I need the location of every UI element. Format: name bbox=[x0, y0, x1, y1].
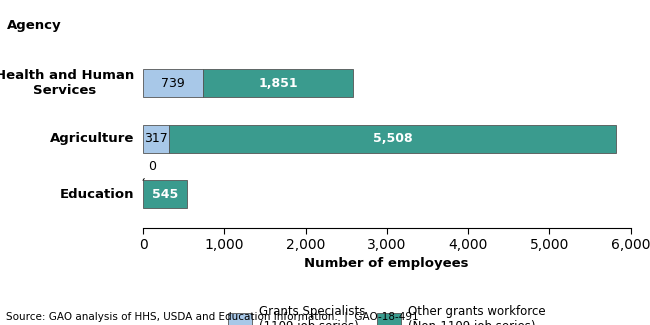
Text: Agency: Agency bbox=[6, 20, 61, 32]
Text: 739: 739 bbox=[161, 77, 185, 90]
Bar bbox=[143, 180, 187, 208]
Bar bbox=[143, 125, 169, 153]
Bar bbox=[143, 70, 203, 97]
Text: 5,508: 5,508 bbox=[372, 132, 412, 145]
Legend: Grants Specialists
(1109 job series), Other grants workforce
(Non-1109 job serie: Grants Specialists (1109 job series), Ot… bbox=[228, 305, 545, 325]
Bar bbox=[169, 125, 616, 153]
Text: Source: GAO analysis of HHS, USDA and Education Information.  |  GAO-18-491: Source: GAO analysis of HHS, USDA and Ed… bbox=[6, 311, 419, 322]
X-axis label: Number of employees: Number of employees bbox=[304, 257, 469, 270]
Bar bbox=[203, 70, 354, 97]
Text: 317: 317 bbox=[144, 132, 168, 145]
Text: 1,851: 1,851 bbox=[259, 77, 298, 90]
Text: 545: 545 bbox=[152, 188, 178, 201]
Text: 0: 0 bbox=[143, 161, 156, 180]
